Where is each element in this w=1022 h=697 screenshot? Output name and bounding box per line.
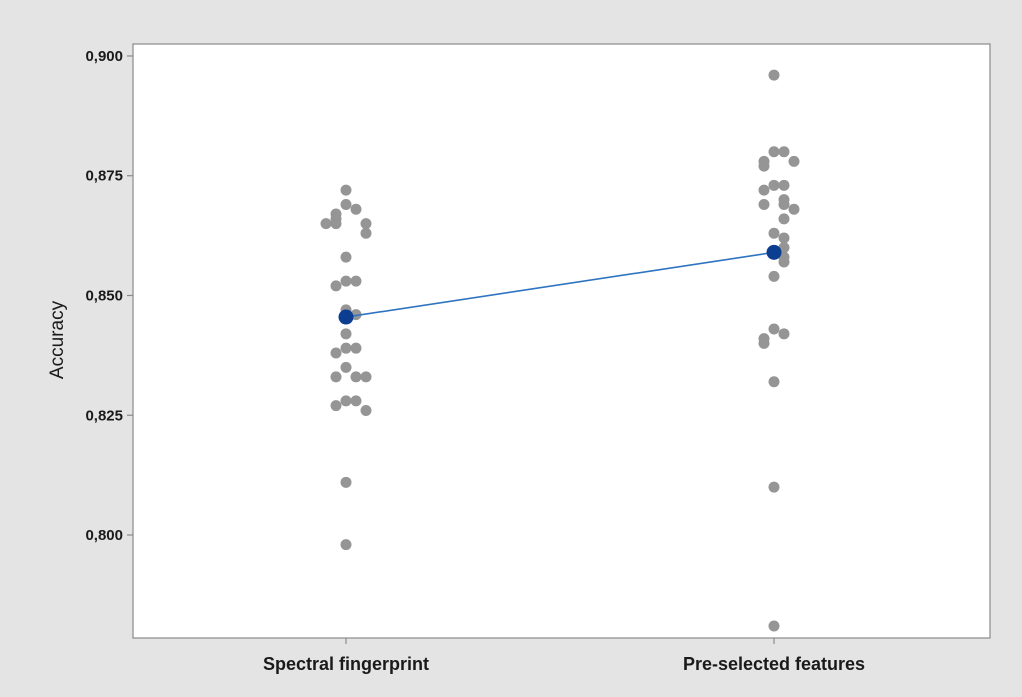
data-point — [768, 69, 780, 81]
data-point — [330, 371, 342, 383]
data-point — [768, 481, 780, 493]
data-point — [778, 242, 790, 254]
data-point — [758, 198, 770, 210]
data-point — [778, 198, 790, 210]
data-point — [778, 328, 790, 340]
data-point — [788, 203, 800, 215]
data-point — [758, 184, 770, 196]
data-point — [350, 342, 362, 354]
data-point — [778, 256, 790, 268]
y-tick-label: 0,800 — [85, 527, 123, 544]
data-points — [320, 69, 800, 632]
data-point — [758, 337, 770, 349]
data-point — [340, 539, 352, 551]
data-point — [340, 184, 352, 196]
data-point — [778, 232, 790, 244]
data-point — [360, 218, 372, 230]
data-point — [768, 620, 780, 632]
mean-connect-line — [345, 251, 775, 318]
x-category-label: Spectral fingerprint — [263, 654, 429, 674]
y-tick-label: 0,825 — [85, 407, 123, 424]
data-point — [340, 476, 352, 488]
data-point — [330, 280, 342, 292]
data-point — [350, 395, 362, 407]
mean-marker — [338, 309, 354, 325]
data-point — [768, 270, 780, 282]
data-point — [340, 361, 352, 373]
plot-area — [132, 43, 991, 639]
y-tick-label: 0,875 — [85, 168, 123, 185]
data-point — [350, 275, 362, 287]
data-point — [360, 227, 372, 239]
mean-marker — [766, 244, 782, 260]
data-point — [778, 146, 790, 158]
data-point — [340, 198, 352, 210]
data-point — [320, 218, 332, 230]
data-point — [350, 371, 362, 383]
data-point — [778, 179, 790, 191]
y-tick-label: 0,850 — [85, 287, 123, 304]
data-point — [330, 218, 342, 230]
data-point — [340, 395, 352, 407]
data-point — [778, 213, 790, 225]
data-point — [340, 275, 352, 287]
y-tick-label: 0,900 — [85, 48, 123, 65]
data-point — [768, 323, 780, 335]
mean-connect-layer — [338, 244, 782, 325]
data-point — [340, 342, 352, 354]
y-axis: 0,800 0,825 0,850 0,875 0,900 — [85, 48, 133, 544]
data-point — [768, 179, 780, 191]
x-axis: Spectral fingerprint Pre-selected feature… — [263, 638, 865, 674]
data-point — [758, 160, 770, 172]
data-point — [360, 371, 372, 383]
data-point — [360, 404, 372, 416]
data-point — [340, 328, 352, 340]
y-axis-title: Accuracy — [47, 300, 68, 379]
data-point — [788, 155, 800, 167]
data-point — [768, 227, 780, 239]
data-point — [768, 376, 780, 388]
x-category-label: Pre-selected features — [683, 654, 865, 674]
data-point — [350, 203, 362, 215]
data-point — [330, 400, 342, 412]
data-point — [330, 347, 342, 359]
data-point — [340, 251, 352, 263]
data-point — [768, 146, 780, 158]
